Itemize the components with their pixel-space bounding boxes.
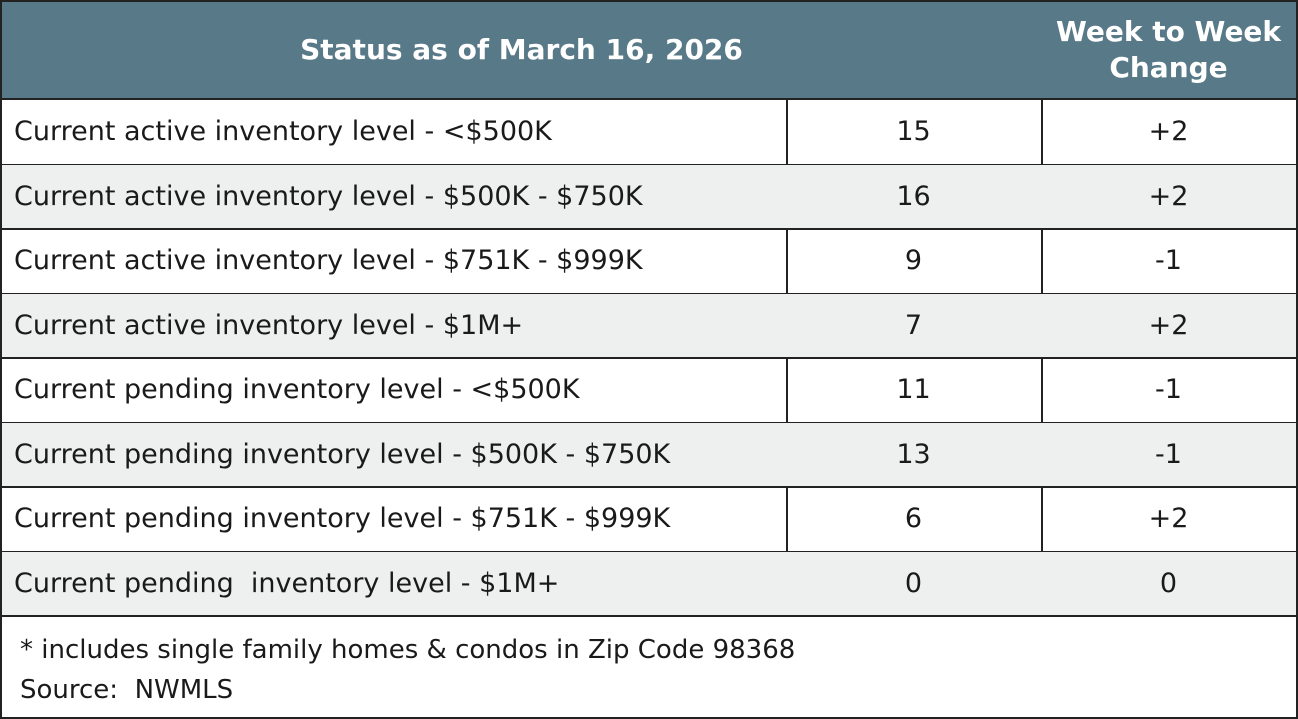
footer: * includes single family homes & condos … bbox=[0, 616, 1298, 719]
row-change: -1 bbox=[1041, 358, 1298, 424]
header-change: Week to Week Change bbox=[1041, 0, 1298, 100]
row-label: Current active inventory level - $500K -… bbox=[0, 164, 788, 230]
row-label: Current active inventory level - $1M+ bbox=[0, 293, 788, 359]
row-count: 0 bbox=[786, 551, 1043, 617]
row-change: +2 bbox=[1041, 100, 1298, 166]
footer-source: Source: NWMLS bbox=[20, 675, 234, 705]
row-label: Current active inventory level - <$500K bbox=[0, 100, 788, 166]
row-count: 16 bbox=[786, 164, 1043, 230]
row-change: +2 bbox=[1041, 487, 1298, 553]
row-label: Current pending inventory level - <$500K bbox=[0, 358, 788, 424]
row-count: 9 bbox=[786, 229, 1043, 295]
row-label: Current pending inventory level - $1M+ bbox=[0, 551, 788, 617]
row-label: Current active inventory level - $751K -… bbox=[0, 229, 788, 295]
row-change: -1 bbox=[1041, 422, 1298, 488]
row-count: 6 bbox=[786, 487, 1043, 553]
row-count: 7 bbox=[786, 293, 1043, 359]
header-title: Status as of March 16, 2026 bbox=[0, 0, 1043, 100]
row-change: +2 bbox=[1041, 164, 1298, 230]
row-label: Current pending inventory level - $500K … bbox=[0, 422, 788, 488]
footer-note: * includes single family homes & condos … bbox=[20, 635, 796, 665]
row-change: +2 bbox=[1041, 293, 1298, 359]
row-label: Current pending inventory level - $751K … bbox=[0, 487, 788, 553]
row-count: 11 bbox=[786, 358, 1043, 424]
row-count: 15 bbox=[786, 100, 1043, 166]
row-change: 0 bbox=[1041, 551, 1298, 617]
row-change: -1 bbox=[1041, 229, 1298, 295]
row-count: 13 bbox=[786, 422, 1043, 488]
